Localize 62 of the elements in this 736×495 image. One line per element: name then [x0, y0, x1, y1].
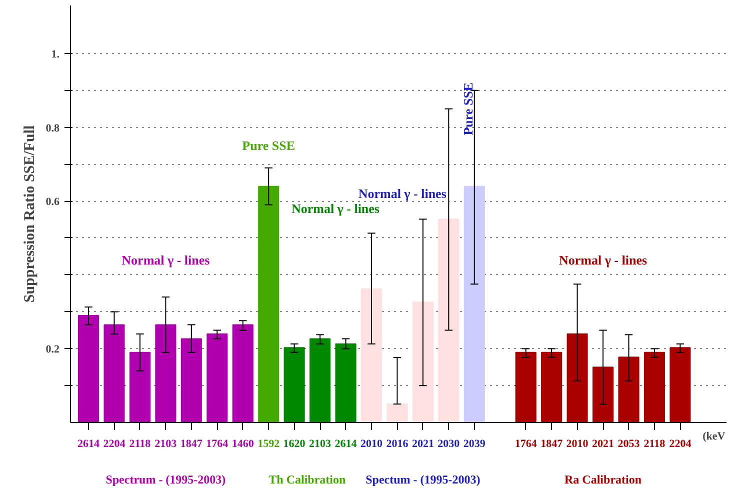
bar — [360, 288, 382, 422]
bar — [464, 186, 485, 422]
bar — [592, 366, 614, 422]
x-tick-label: 2118 — [644, 438, 666, 450]
x-tick-label: 1847 — [540, 438, 564, 450]
bar — [335, 343, 356, 422]
x-axis-title: (keV — [702, 430, 726, 442]
bar — [284, 347, 305, 422]
bar — [129, 352, 150, 422]
annotation: Normal γ - lines — [558, 252, 648, 268]
x-tick-label: 2039 — [463, 438, 486, 450]
bar — [206, 333, 228, 422]
annotation: Normal γ - lines — [122, 252, 210, 268]
bar — [180, 338, 202, 422]
x-tick-label: 2103 — [309, 438, 332, 450]
x-tick-label: 2103 — [154, 438, 178, 450]
bar — [541, 352, 562, 422]
y-axis-title: Suppression Ratio SSE/Full — [22, 125, 38, 303]
bar — [258, 186, 280, 422]
x-tick-label: 1460 — [232, 438, 254, 450]
bar — [104, 324, 125, 422]
x-tick-label: 2030 — [438, 438, 460, 450]
x-tick-label: 2204 — [669, 438, 692, 450]
text: Spectum - (1995-2003) — [366, 472, 480, 486]
x-tick-label: 2010 — [360, 438, 383, 450]
y-tick-label: 0.8 — [46, 122, 60, 134]
bar — [566, 333, 588, 422]
x-tick-label: 2010 — [566, 438, 589, 450]
y-tick-label: 1. — [51, 48, 60, 60]
bar — [412, 302, 434, 422]
x-tick-label: 2016 — [386, 438, 409, 450]
text: Th Calibration — [268, 472, 346, 486]
bar — [386, 404, 408, 422]
x-tick-label: 1764 — [514, 438, 538, 450]
x-tick-label: 2204 — [103, 438, 126, 450]
annotation: Pure SSE — [242, 138, 296, 154]
bar — [515, 352, 536, 422]
x-tick-label: 1620 — [283, 438, 306, 450]
x-tick-label: 2053 — [618, 438, 640, 450]
bar — [310, 338, 331, 422]
annotation: Pure SSE — [460, 82, 476, 136]
x-tick-label: 2614 — [78, 438, 100, 450]
annotation: Normal γ - lines — [358, 186, 446, 202]
x-tick-label: 2614 — [334, 438, 358, 450]
bar — [438, 218, 460, 422]
x-tick-label: 1847 — [180, 438, 203, 450]
bar — [644, 352, 665, 422]
bar — [618, 356, 640, 422]
x-tick-label: 2021 — [412, 438, 434, 450]
x-tick-label: 1764 — [206, 438, 229, 450]
bar — [155, 324, 176, 422]
text: Spectrum - (1995-2003) — [106, 472, 226, 486]
text: Ra Calibration — [564, 472, 642, 486]
x-tick-label: 2021 — [592, 438, 614, 450]
y-tick-label: 0.6 — [46, 196, 60, 208]
x-tick-label: 2118 — [129, 438, 152, 450]
annotation: Normal γ - lines — [291, 200, 380, 216]
y-tick-label: 0.2 — [46, 344, 60, 356]
x-tick-label: 1592 — [258, 438, 280, 450]
bar — [670, 347, 691, 422]
bar — [78, 314, 100, 422]
bar — [232, 324, 254, 422]
